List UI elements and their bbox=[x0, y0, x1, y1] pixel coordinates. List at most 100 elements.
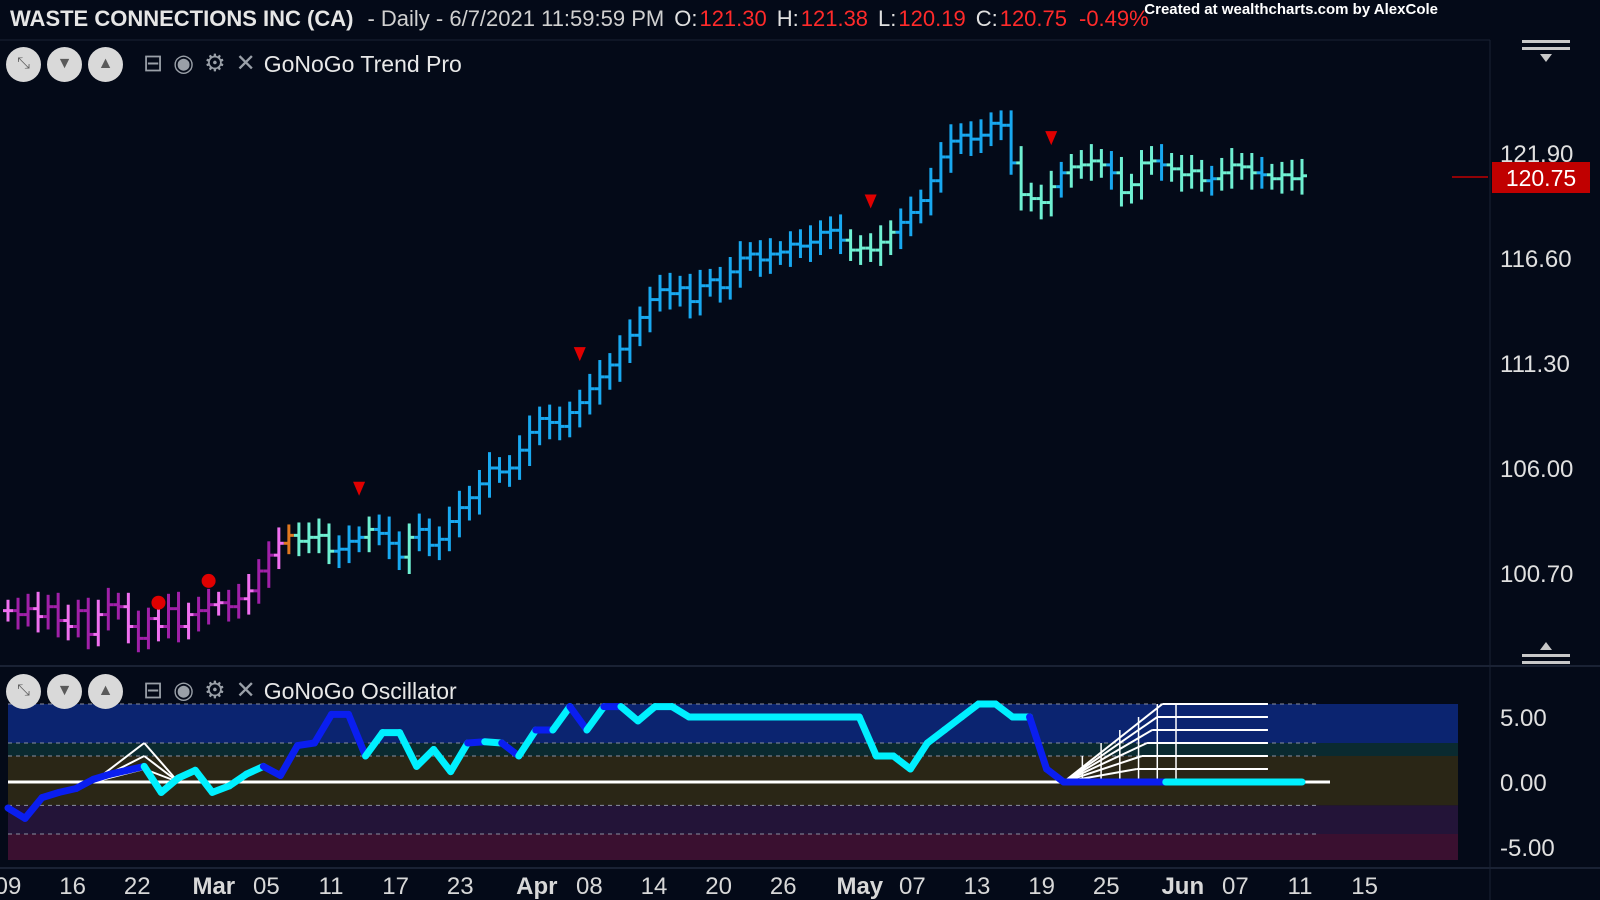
gear-icon[interactable]: ⚙ bbox=[204, 677, 226, 704]
oscillator-segment bbox=[396, 729, 421, 770]
oscillator-segment bbox=[276, 742, 301, 779]
date-tick-label: 11 bbox=[319, 873, 344, 900]
price-bar bbox=[163, 593, 174, 639]
date-tick-label: 19 bbox=[1028, 873, 1055, 900]
price-bar bbox=[614, 335, 625, 382]
date-tick-label: 11 bbox=[1288, 873, 1313, 900]
price-bar bbox=[755, 240, 766, 277]
price-bar bbox=[474, 469, 485, 515]
symbol-name: WASTE CONNECTIONS INC (CA) bbox=[10, 6, 354, 31]
price-bar bbox=[1226, 148, 1237, 189]
price-bar bbox=[283, 524, 294, 555]
price-bar bbox=[63, 604, 74, 641]
price-bar bbox=[153, 605, 164, 642]
price-bar bbox=[193, 596, 204, 632]
price-bar bbox=[3, 599, 13, 622]
oscillator-segment bbox=[498, 739, 523, 760]
sell-arrow-marker bbox=[573, 347, 586, 362]
close-icon[interactable]: ✕ bbox=[235, 50, 256, 77]
price-bar bbox=[263, 541, 274, 588]
price-bar bbox=[1086, 144, 1097, 181]
price-bar bbox=[895, 208, 906, 250]
oscillator-segment bbox=[906, 739, 931, 773]
price-bar bbox=[113, 592, 124, 620]
collapse-down-icon[interactable]: ▼ bbox=[47, 46, 82, 82]
price-bar bbox=[334, 535, 345, 569]
eye-icon[interactable]: ◉ bbox=[173, 677, 195, 704]
price-bar bbox=[594, 360, 605, 405]
low-label: L: bbox=[878, 6, 897, 31]
date-axis-ticks: 09 16 22 Mar 05 11 17 23 Apr 08 14 20 26 May 07 13 19 25 J… bbox=[0, 873, 1378, 900]
date-tick-label: 09 bbox=[0, 873, 21, 900]
price-bar bbox=[574, 389, 585, 428]
price-bar bbox=[293, 522, 304, 557]
price-bar bbox=[1006, 110, 1017, 175]
price-bar bbox=[1246, 153, 1257, 190]
price-bar bbox=[183, 602, 194, 640]
price-bar bbox=[133, 610, 144, 653]
sell-arrow-marker bbox=[353, 481, 366, 496]
price-bars bbox=[3, 110, 1307, 653]
collapse-up-icon[interactable]: ▲ bbox=[88, 673, 123, 709]
date-tick-label: 17 bbox=[382, 873, 409, 900]
oscillator-segment bbox=[1026, 713, 1051, 773]
eye-icon[interactable]: ◉ bbox=[173, 50, 195, 77]
menu-lines-icon[interactable] bbox=[1522, 642, 1570, 668]
price-bar bbox=[454, 490, 465, 538]
price-bar bbox=[1066, 153, 1077, 188]
date-tick-label: 16 bbox=[59, 873, 86, 900]
oscillator-segment bbox=[549, 703, 574, 734]
price-bar bbox=[374, 514, 385, 546]
price-bar bbox=[775, 241, 786, 265]
price-bar bbox=[845, 229, 856, 261]
expand-icon[interactable]: ⤡ bbox=[6, 673, 41, 709]
sell-arrow-marker bbox=[864, 194, 877, 209]
fan-line bbox=[1063, 703, 1164, 783]
oscillator-band bbox=[8, 704, 1458, 743]
price-bar bbox=[524, 415, 535, 467]
price-bar bbox=[986, 112, 997, 147]
close-value: 120.75 bbox=[999, 6, 1067, 31]
date-tick-label: 07 bbox=[1222, 873, 1249, 900]
date-tick-label: 26 bbox=[770, 873, 797, 900]
price-bar bbox=[323, 523, 334, 565]
price-bar bbox=[243, 573, 254, 615]
price-bar bbox=[705, 268, 716, 297]
price-bar bbox=[644, 286, 655, 333]
price-bar bbox=[444, 506, 455, 552]
price-bar bbox=[303, 522, 314, 554]
date-tick-label: 05 bbox=[253, 873, 280, 900]
oscillator-segment bbox=[191, 766, 216, 796]
price-bar bbox=[1036, 184, 1047, 220]
price-panel-toolbar: ⤡ ▼ ▲ ⊟ ◉ ⚙ ✕ GoNoGo Trend Pro bbox=[6, 44, 462, 84]
expand-icon[interactable]: ⤡ bbox=[6, 46, 41, 82]
price-bar bbox=[965, 121, 976, 156]
close-icon[interactable]: ✕ bbox=[235, 677, 256, 704]
collapse-up-icon[interactable]: ▲ bbox=[88, 46, 123, 82]
price-bar bbox=[83, 597, 94, 650]
price-markers bbox=[151, 131, 1058, 610]
gear-icon[interactable]: ⚙ bbox=[204, 50, 226, 77]
collapse-down-icon[interactable]: ▼ bbox=[47, 673, 82, 709]
price-bar bbox=[173, 591, 184, 643]
price-bar bbox=[143, 607, 154, 650]
oscillator-segment bbox=[889, 752, 914, 773]
price-bar bbox=[825, 216, 836, 250]
minimize-icon[interactable]: ⊟ bbox=[143, 50, 164, 77]
price-tick-label: 106.00 bbox=[1500, 456, 1573, 483]
price-bar bbox=[564, 401, 575, 438]
oscillator-segment bbox=[1043, 765, 1068, 786]
date-tick-label: Jun bbox=[1161, 873, 1204, 900]
fan-line bbox=[1063, 755, 1143, 783]
oscillator-segment bbox=[992, 700, 1017, 721]
menu-lines-icon[interactable] bbox=[1522, 40, 1570, 66]
fan-line bbox=[1063, 729, 1153, 783]
minimize-icon[interactable]: ⊟ bbox=[143, 677, 164, 704]
price-bar bbox=[253, 559, 264, 604]
date-tick-label: Apr bbox=[516, 873, 557, 900]
oscillator-tick-label: 0.00 bbox=[1500, 770, 1547, 797]
date-tick-label: 23 bbox=[447, 873, 474, 900]
price-bar bbox=[725, 257, 736, 300]
date-tick-label: 14 bbox=[641, 873, 668, 900]
